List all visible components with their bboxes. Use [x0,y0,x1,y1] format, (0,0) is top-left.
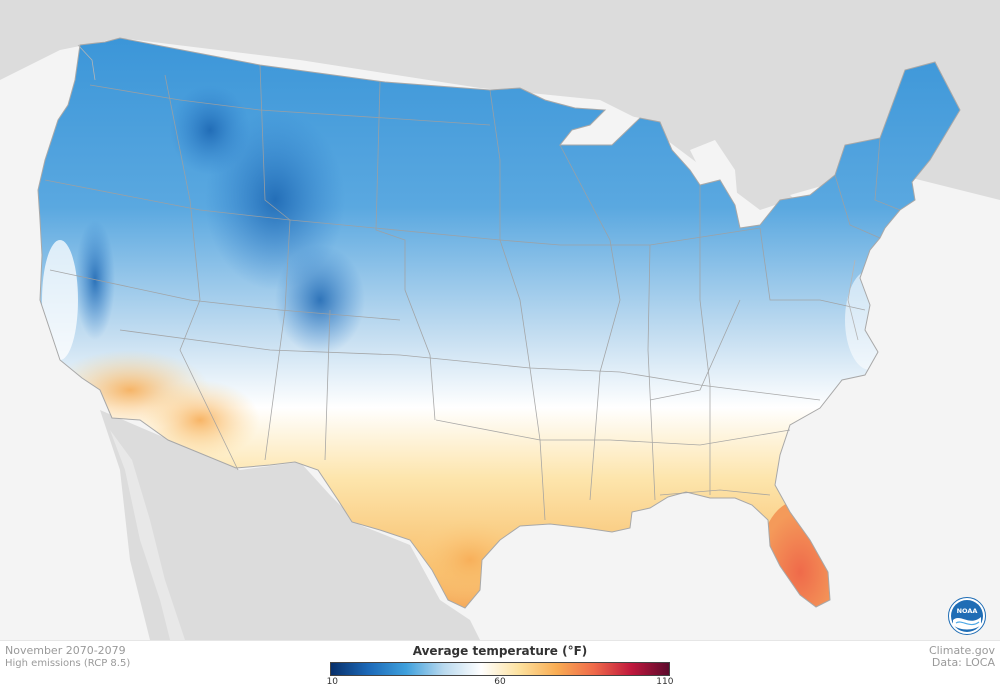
state-borders [44,64,901,521]
map-area: NOAA [0,0,1000,640]
legend-title: Average temperature (°F) [412,644,588,658]
data-source-label: Data: LOCA [931,656,995,669]
emissions-scenario-label: High emissions (RCP 8.5) [5,658,131,669]
coastline-details [77,44,859,341]
legend-tick-min: 10 [326,677,339,687]
legend-tick-mid: 60 [494,677,506,687]
legend-tick-max: 110 [656,677,674,687]
temperature-map [0,0,1000,640]
time-period-label: November 2070-2079 [5,644,126,657]
source-site-label: Climate.gov [928,644,995,657]
noaa-logo-text: NOAA [957,607,978,615]
noaa-logo: NOAA [948,597,986,635]
temperature-legend: Average temperature (°F) 10 60 110 [326,644,674,690]
legend-color-bar [330,662,670,676]
us-outline [37,37,961,609]
